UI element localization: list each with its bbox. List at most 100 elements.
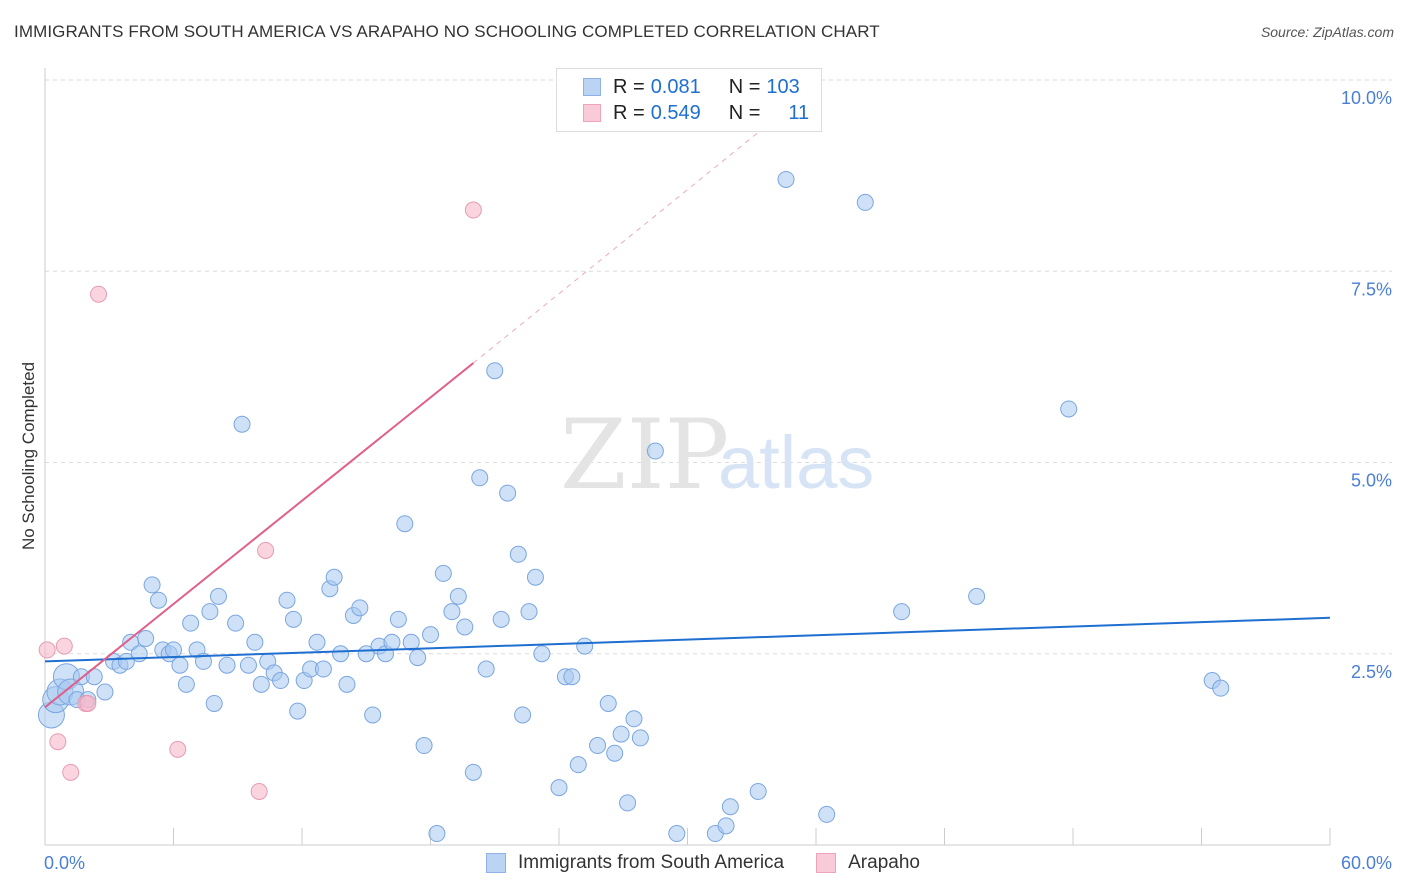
data-point-immigrants bbox=[314, 660, 332, 678]
data-point-arapaho bbox=[169, 740, 187, 758]
data-point-arapaho bbox=[464, 201, 482, 219]
data-point-immigrants bbox=[338, 675, 356, 693]
data-point-immigrants bbox=[252, 675, 270, 693]
legend-item-arapaho: Arapaho bbox=[816, 852, 920, 874]
legend-swatch-immigrants bbox=[486, 853, 507, 873]
y-axis-label: No Schooling Completed bbox=[19, 362, 38, 550]
data-point-immigrants bbox=[246, 633, 264, 651]
data-point-immigrants bbox=[526, 568, 544, 586]
data-point-immigrants bbox=[415, 737, 433, 755]
data-point-immigrants bbox=[205, 694, 223, 712]
data-point-immigrants bbox=[589, 737, 607, 755]
data-point-immigrants bbox=[171, 656, 189, 674]
data-point-immigrants bbox=[818, 805, 836, 823]
y-tick-label: 2.5% bbox=[1351, 662, 1392, 682]
legend-row-pink: R = 0.549 N = 11 bbox=[583, 100, 809, 126]
correlation-legend: R = 0.081 N = 103 R = 0.549 N = 11 bbox=[556, 68, 822, 132]
data-point-immigrants bbox=[619, 794, 637, 812]
data-point-immigrants bbox=[968, 587, 986, 605]
data-point-immigrants bbox=[289, 702, 307, 720]
legend-n-label: N = bbox=[728, 101, 761, 124]
data-point-immigrants bbox=[646, 442, 664, 460]
data-point-immigrants bbox=[209, 587, 227, 605]
legend-swatch-pink bbox=[583, 104, 601, 122]
legend-swatch-blue bbox=[583, 78, 601, 96]
legend-label-immigrants: Immigrants from South America bbox=[518, 852, 785, 873]
data-point-immigrants bbox=[612, 725, 630, 743]
data-point-immigrants bbox=[717, 817, 735, 835]
data-point-immigrants bbox=[569, 756, 587, 774]
gridlines bbox=[45, 79, 1392, 655]
data-point-arapaho bbox=[49, 733, 67, 751]
data-point-immigrants bbox=[514, 706, 532, 724]
data-point-immigrants bbox=[777, 170, 795, 188]
data-point-immigrants bbox=[233, 415, 251, 433]
y-tick-label: 5.0% bbox=[1351, 471, 1392, 491]
trend-extension-arapaho bbox=[473, 102, 795, 364]
data-point-immigrants bbox=[396, 515, 414, 533]
data-point-immigrants bbox=[402, 633, 420, 651]
data-point-immigrants bbox=[325, 568, 343, 586]
data-point-immigrants bbox=[1212, 679, 1230, 697]
data-point-immigrants bbox=[533, 645, 551, 663]
data-point-immigrants bbox=[308, 633, 326, 651]
legend-row-blue: R = 0.081 N = 103 bbox=[583, 74, 800, 100]
data-point-arapaho bbox=[38, 641, 56, 659]
data-point-immigrants bbox=[383, 633, 401, 651]
data-point-immigrants bbox=[492, 610, 510, 628]
data-point-immigrants bbox=[194, 652, 212, 670]
legend-label-arapaho: Arapaho bbox=[848, 852, 920, 873]
data-point-immigrants bbox=[137, 629, 155, 647]
chart-title: IMMIGRANTS FROM SOUTH AMERICA VS ARAPAHO… bbox=[14, 22, 880, 41]
data-point-immigrants bbox=[428, 825, 446, 843]
series-legend: Immigrants from South America Arapaho bbox=[0, 852, 1406, 874]
data-point-immigrants bbox=[150, 591, 168, 609]
legend-n-value: 103 bbox=[766, 75, 800, 98]
data-point-immigrants bbox=[218, 656, 236, 674]
data-point-immigrants bbox=[443, 603, 461, 621]
data-point-immigrants bbox=[1060, 400, 1078, 418]
data-point-immigrants bbox=[449, 587, 467, 605]
data-point-immigrants bbox=[520, 603, 538, 621]
data-point-immigrants bbox=[625, 710, 643, 728]
data-point-immigrants bbox=[165, 641, 182, 659]
data-point-immigrants bbox=[351, 599, 369, 617]
data-point-immigrants bbox=[389, 610, 407, 628]
data-point-immigrants bbox=[422, 626, 439, 644]
data-point-arapaho bbox=[55, 637, 73, 655]
data-point-immigrants bbox=[509, 545, 527, 563]
data-point-arapaho bbox=[62, 763, 80, 781]
data-point-immigrants bbox=[332, 645, 350, 663]
data-point-immigrants bbox=[631, 729, 649, 747]
trend-line-arapaho bbox=[44, 362, 474, 709]
data-point-arapaho bbox=[257, 541, 275, 559]
data-point-immigrants bbox=[477, 660, 495, 678]
data-point-immigrants bbox=[486, 362, 504, 380]
data-point-arapaho bbox=[79, 694, 97, 712]
tick-labels: 2.5% 5.0% 7.5% 10.0% 0.0% 60.0% bbox=[44, 88, 1392, 873]
legend-n-value: 11 bbox=[788, 101, 810, 124]
data-point-immigrants bbox=[272, 672, 290, 690]
legend-r-value: 0.081 bbox=[650, 75, 701, 98]
data-point-immigrants bbox=[227, 614, 245, 632]
data-point-immigrants bbox=[749, 782, 767, 800]
data-point-arapaho bbox=[90, 285, 108, 303]
data-point-immigrants bbox=[893, 603, 911, 621]
watermark-atlas: atlas bbox=[718, 421, 874, 504]
trend-lines bbox=[44, 102, 1331, 709]
data-point-immigrants bbox=[563, 668, 581, 686]
legend-swatch-arapaho bbox=[816, 853, 837, 873]
data-point-immigrants bbox=[499, 484, 517, 502]
data-point-immigrants bbox=[182, 614, 200, 632]
source-label: Source: ZipAtlas.com bbox=[1260, 24, 1394, 40]
data-point-arapaho bbox=[250, 782, 268, 800]
data-point-immigrants bbox=[856, 193, 874, 211]
data-point-immigrants bbox=[668, 825, 686, 843]
data-point-immigrants bbox=[239, 656, 257, 674]
watermark-zip: ZIP bbox=[560, 399, 729, 511]
legend-n-label: N = bbox=[728, 75, 761, 98]
legend-item-immigrants: Immigrants from South America bbox=[486, 852, 784, 874]
data-point-immigrants bbox=[599, 694, 617, 712]
y-tick-label: 10.0% bbox=[1341, 88, 1392, 108]
